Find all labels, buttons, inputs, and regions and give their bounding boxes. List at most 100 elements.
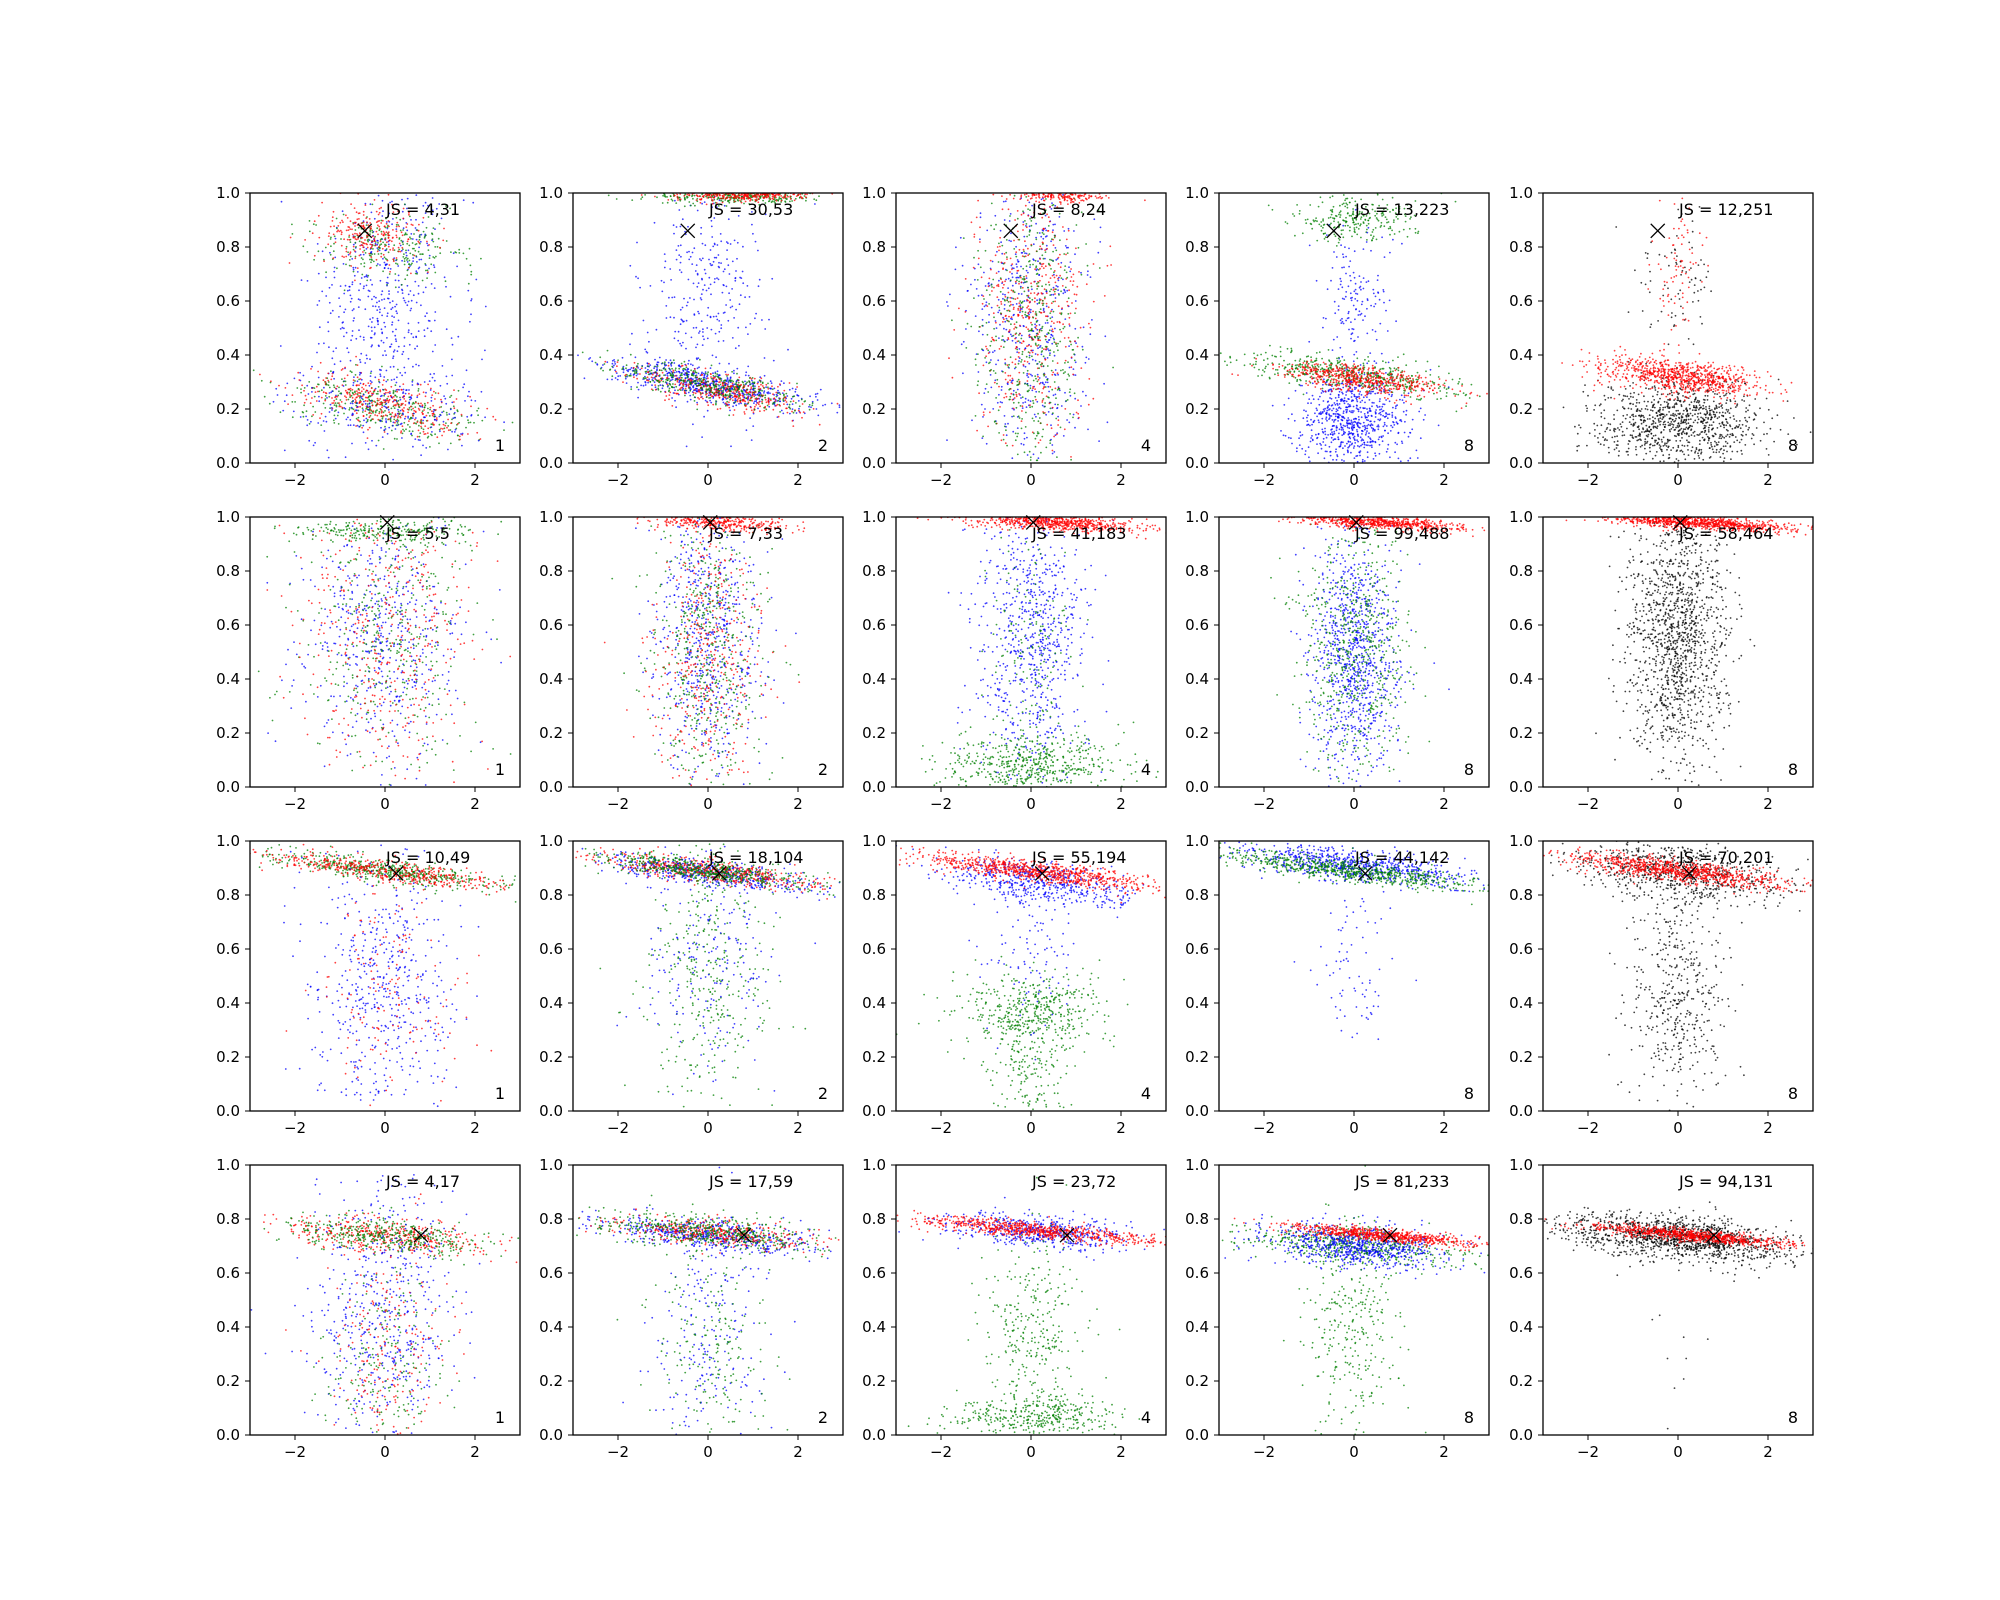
point (1045, 348, 1047, 351)
point (715, 391, 718, 393)
point (327, 379, 330, 382)
point (410, 432, 413, 435)
point (1027, 312, 1030, 315)
point (635, 275, 637, 278)
point (315, 400, 318, 402)
point (432, 424, 435, 426)
point (311, 232, 314, 235)
point (656, 367, 658, 369)
point (703, 338, 705, 341)
point (432, 240, 435, 243)
point (1064, 391, 1066, 394)
point (1049, 352, 1051, 355)
point (279, 411, 282, 414)
point (344, 284, 347, 287)
point (380, 222, 383, 224)
point (770, 201, 773, 204)
point (449, 295, 452, 298)
point (786, 407, 788, 410)
point (370, 394, 373, 397)
point (694, 370, 696, 372)
point (394, 421, 396, 424)
point (1059, 321, 1061, 324)
point (998, 385, 1000, 388)
point (403, 299, 406, 302)
point (369, 372, 372, 374)
point (395, 424, 398, 427)
point (382, 411, 385, 414)
point (1014, 280, 1017, 283)
point (569, 380, 571, 382)
point (1103, 295, 1106, 297)
point (440, 406, 443, 408)
point (1018, 393, 1020, 395)
point (385, 231, 388, 234)
point (390, 385, 393, 388)
point (423, 409, 425, 411)
point (654, 358, 656, 361)
point (435, 419, 438, 422)
point (773, 200, 776, 203)
point (729, 387, 731, 390)
point (1007, 208, 1010, 211)
point (711, 354, 714, 357)
point (629, 368, 632, 371)
point (470, 299, 472, 302)
point (372, 391, 375, 393)
point (715, 387, 718, 390)
point (392, 389, 395, 392)
point (395, 389, 398, 391)
point (986, 229, 989, 232)
point (401, 246, 404, 249)
cluster-red (259, 355, 497, 441)
point (743, 413, 746, 415)
point (710, 328, 713, 331)
point (680, 344, 683, 347)
point (434, 433, 436, 436)
point (633, 372, 636, 374)
point (380, 419, 382, 422)
point (751, 393, 754, 396)
point (1034, 359, 1037, 362)
point (494, 418, 497, 421)
point (361, 386, 363, 389)
point (684, 392, 686, 395)
point (712, 245, 715, 248)
point (670, 379, 672, 382)
point (263, 395, 266, 398)
point (334, 237, 337, 240)
point (396, 438, 398, 440)
point (362, 287, 365, 290)
point (397, 265, 400, 267)
point (1046, 247, 1048, 250)
point (718, 362, 721, 365)
point (342, 213, 345, 216)
point (1054, 247, 1057, 249)
point (408, 402, 411, 405)
point (431, 233, 434, 236)
point (1023, 360, 1026, 363)
point (706, 314, 709, 317)
point (340, 401, 343, 403)
point (326, 449, 329, 452)
point (664, 381, 667, 383)
point (1036, 353, 1039, 356)
point (1078, 271, 1080, 273)
point (728, 401, 730, 404)
point (411, 238, 414, 240)
point (733, 409, 736, 411)
point (401, 353, 404, 356)
point (591, 360, 594, 363)
point (633, 361, 636, 364)
point (404, 417, 406, 420)
point (684, 379, 687, 381)
point (1025, 225, 1027, 227)
point (400, 231, 403, 234)
point (707, 380, 709, 383)
point (381, 199, 384, 202)
point (1012, 430, 1015, 433)
point (357, 298, 360, 301)
point (362, 431, 365, 434)
point (784, 399, 787, 402)
point (1062, 435, 1065, 437)
